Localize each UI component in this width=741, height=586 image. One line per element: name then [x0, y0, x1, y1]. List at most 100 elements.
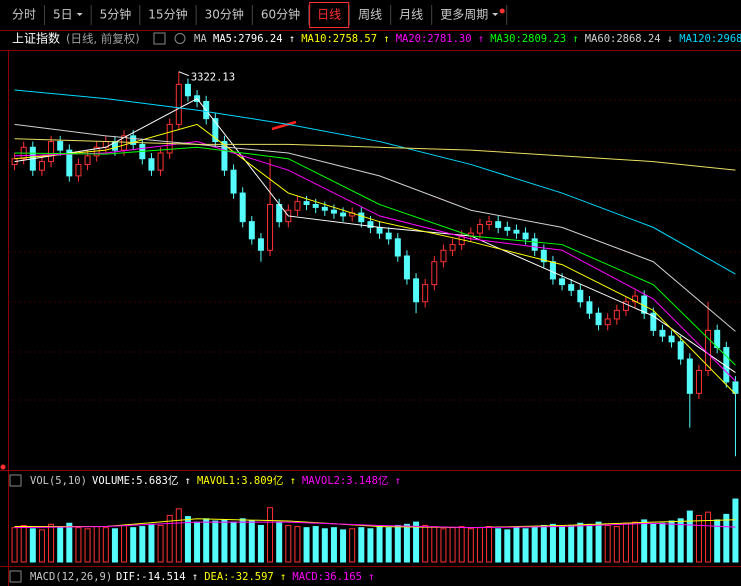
candle-body [604, 318, 611, 326]
candle-body [57, 141, 64, 151]
volume-bar [458, 526, 465, 563]
ma-line [14, 141, 736, 382]
candle-body [121, 135, 128, 151]
tab[interactable]: 60分钟 [261, 7, 300, 22]
volume-bar [659, 522, 666, 563]
volume-bar [495, 528, 502, 563]
volume-bar [212, 520, 219, 563]
tab[interactable]: 5分钟 [100, 7, 132, 22]
candle-body [440, 249, 447, 263]
volume-bar [476, 527, 483, 563]
chart-subtitle: (日线, 前复权) [66, 32, 140, 46]
ma-value: MA120:2968.39 ↓ [679, 33, 741, 45]
help-icon[interactable] [9, 474, 22, 487]
tab[interactable]: 15分钟 [148, 7, 187, 22]
candle-body [66, 149, 73, 177]
candle-body [403, 255, 410, 280]
candle-body [705, 329, 712, 371]
volume-bar [367, 528, 374, 563]
volume-bar [449, 527, 456, 563]
candle-body [659, 329, 666, 337]
candle-body [166, 123, 173, 154]
candle-body [358, 212, 365, 223]
tab[interactable]: 30分钟 [205, 7, 244, 22]
volume-bar [403, 523, 410, 563]
volume-bar [248, 520, 255, 563]
chart-title: 上证指数 [12, 31, 60, 46]
volume-bar [203, 518, 210, 563]
vol-value: MAVOL2:3.148亿 ↑ [302, 474, 401, 487]
tab[interactable]: 分时 [12, 8, 36, 22]
volume-bar [321, 528, 328, 563]
volume-bar [184, 516, 191, 563]
volume-bar [376, 526, 383, 563]
volume-bar [20, 524, 27, 563]
candle-body [75, 163, 82, 177]
ma-line [14, 97, 736, 374]
tab[interactable]: 月线 [399, 8, 423, 22]
candle-body [668, 335, 675, 343]
volume-bar [431, 526, 438, 563]
volume-bar [294, 526, 301, 563]
volume-bar [166, 514, 173, 563]
tab[interactable]: 更多周期 [440, 8, 488, 22]
ma-line [14, 89, 736, 275]
candle-body [549, 261, 556, 280]
volume-bar [157, 524, 164, 563]
tab[interactable]: 周线 [358, 8, 382, 22]
volume-bar [312, 526, 319, 563]
volume-bar [568, 524, 575, 563]
vol-header: VOL(5,10) [30, 475, 87, 487]
volume-bar [385, 527, 392, 563]
candle-body [330, 209, 337, 214]
candle-body [303, 201, 310, 205]
candle-body [48, 141, 55, 163]
volume-bar [531, 526, 538, 563]
help-icon[interactable] [9, 570, 22, 583]
help-icon[interactable] [153, 32, 166, 45]
ma-value: MA30:2809.23 ↑ [490, 33, 579, 45]
volume-bar [276, 521, 283, 563]
tab[interactable]: 5日 [53, 8, 73, 22]
dropdown-arrow [492, 13, 499, 16]
volume-bar [677, 518, 684, 563]
ma-value: MA20:2781.30 ↑ [396, 33, 485, 45]
volume-bar [121, 524, 128, 563]
volume-bar [622, 522, 629, 563]
volume-bar [650, 523, 657, 563]
volume-bar [194, 521, 201, 563]
volume-bar [705, 511, 712, 563]
candle-body [321, 206, 328, 211]
vol-value: VOLUME:5.683亿 ↑ [92, 474, 191, 487]
volume-bar [467, 528, 474, 563]
volume-bar [75, 527, 82, 563]
volume-bar [340, 529, 347, 563]
candle-body [595, 312, 602, 326]
candle-body [449, 244, 456, 251]
volume-bar [723, 513, 730, 563]
candle-body [148, 158, 155, 171]
candle-body [431, 261, 438, 286]
volume-bar [486, 526, 493, 563]
tab[interactable]: 日线 [317, 8, 341, 22]
candle-body [476, 224, 483, 234]
candle-body [267, 204, 274, 251]
candle-body [84, 155, 91, 165]
volume-bar [686, 510, 693, 563]
candle-body [38, 161, 45, 171]
volume-bar [221, 519, 228, 563]
candle-body [486, 221, 493, 226]
ma-value: MA10:2758.57 ↑ [301, 33, 390, 45]
volume-bar [48, 523, 55, 563]
candle-body [248, 221, 255, 240]
volume-bar [130, 527, 137, 563]
volume-bar [668, 520, 675, 563]
volume-bar [559, 526, 566, 563]
vol-ma-line [14, 521, 736, 529]
settings-icon[interactable] [174, 33, 186, 44]
annotation-leader [178, 71, 189, 77]
candle-body [175, 83, 182, 125]
volume-bar [257, 524, 264, 563]
marker [0, 464, 6, 470]
